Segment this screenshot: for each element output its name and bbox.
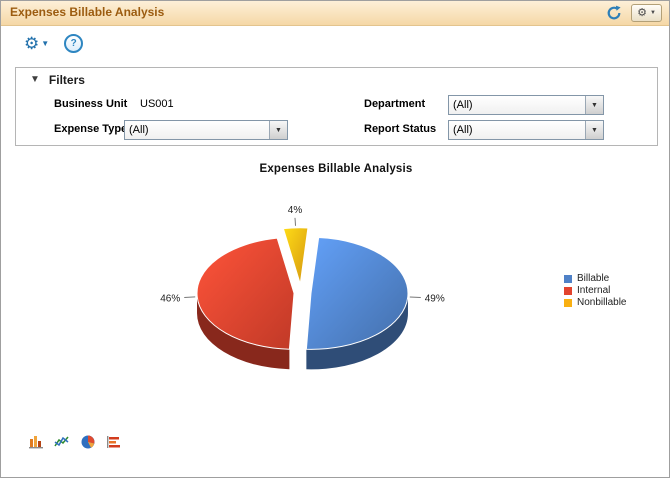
legend-item-nonbillable: Nonbillable	[564, 297, 626, 308]
header-actions: ⚙ ▼	[606, 4, 662, 22]
expense-type-select[interactable]: (All) ▼	[124, 120, 288, 140]
pie-chart-icon[interactable]	[79, 433, 97, 451]
report-status-select-value: (All)	[453, 124, 473, 136]
legend-item-billable: Billable	[564, 273, 626, 284]
chevron-down-icon: ▼	[269, 121, 287, 139]
pie-chart: 4% 49% 46%	[160, 205, 445, 370]
chart-title: Expenses Billable Analysis	[259, 163, 413, 175]
department-label: Department	[364, 98, 426, 110]
page-title: Expenses Billable Analysis	[10, 5, 165, 19]
legend-label: Nonbillable	[577, 297, 627, 308]
chart-legend: Billable Internal Nonbillable	[564, 273, 626, 308]
chevron-down-icon: ▼	[41, 39, 50, 48]
svg-text:46%: 46%	[160, 293, 180, 304]
bar-chart-icon[interactable]	[27, 433, 45, 451]
svg-text:4%: 4%	[288, 205, 303, 216]
legend-label: Internal	[577, 285, 611, 296]
report-status-select[interactable]: (All) ▼	[448, 120, 604, 140]
pagelet-header: Expenses Billable Analysis ⚙ ▼	[1, 1, 669, 26]
collapse-triangle-icon: ▼	[30, 74, 40, 85]
legend-swatch-internal	[564, 286, 572, 295]
chevron-down-icon: ▼	[585, 121, 603, 139]
line-chart-icon[interactable]	[53, 433, 71, 451]
legend-label: Billable	[577, 273, 610, 284]
gear-icon: ⚙	[637, 6, 648, 19]
expense-type-label: Expense Type	[54, 123, 128, 135]
refresh-icon[interactable]	[606, 5, 622, 21]
options-gear-button[interactable]: ⚙ ▼	[24, 35, 49, 52]
legend-swatch-billable	[564, 274, 572, 283]
legend-swatch-nonbillable	[564, 298, 572, 307]
filters-collapse-header[interactable]: ▼ Filters	[30, 73, 85, 87]
filters-title: Filters	[48, 73, 85, 87]
filters-panel: ▼ Filters Business Unit US001 Department…	[15, 67, 658, 146]
expense-type-select-value: (All)	[129, 124, 149, 136]
department-select-value: (All)	[453, 99, 473, 111]
help-icon[interactable]: ?	[64, 34, 84, 53]
business-unit-value: US001	[140, 98, 174, 110]
chevron-down-icon: ▼	[585, 96, 603, 114]
legend-item-internal: Internal	[564, 285, 626, 296]
chevron-down-icon: ▼	[650, 10, 656, 16]
header-gear-menu-button[interactable]: ⚙ ▼	[631, 4, 662, 22]
pagelet-toolbar: ⚙ ▼ ?	[24, 34, 84, 53]
horizontal-bar-chart-icon[interactable]	[105, 433, 123, 451]
gear-icon: ⚙	[24, 34, 40, 53]
business-unit-label: Business Unit	[54, 98, 128, 110]
report-status-label: Report Status	[364, 123, 437, 135]
chart-type-switcher	[27, 433, 123, 451]
svg-text:49%: 49%	[425, 294, 445, 305]
department-select[interactable]: (All) ▼	[448, 95, 604, 115]
